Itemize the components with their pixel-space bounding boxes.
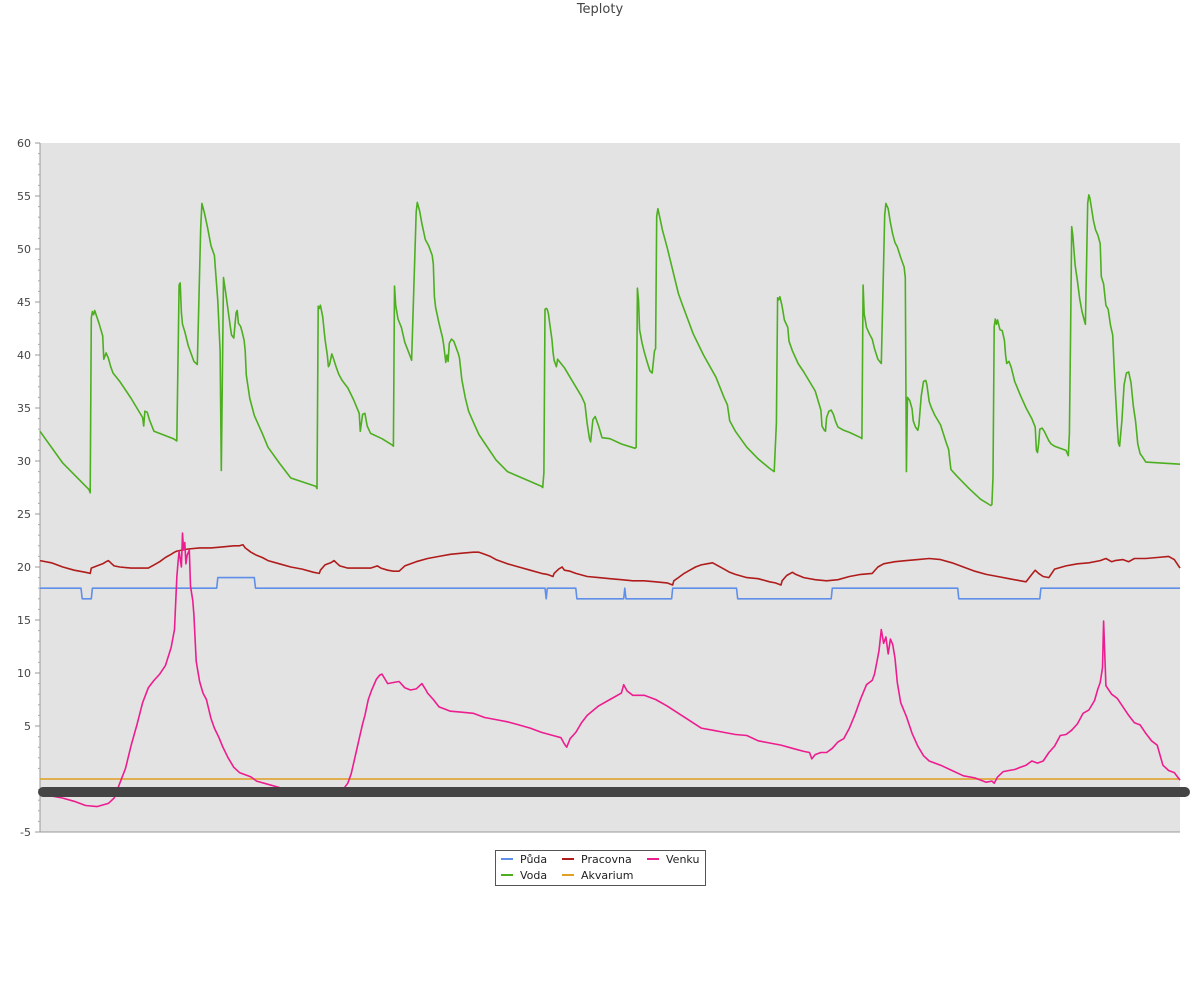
series-line-venku [39,532,1181,808]
y-tick-label: 15 [17,614,31,627]
y-tick-label: 20 [17,561,31,574]
legend-swatch-pracovna [562,858,574,860]
y-tick-label: 60 [17,137,31,150]
legend-swatch-voda [501,874,513,876]
legend-item-akvarium: Akvarium [562,868,633,884]
chart-title: Teploty [576,2,624,17]
y-tick-label: 10 [17,667,31,680]
series-line-pracovna [39,543,1181,586]
y-tick-label: 30 [17,455,31,468]
y-tick-label: 45 [17,296,31,309]
plot-area [40,143,1180,832]
legend-swatch-puda [501,858,513,860]
y-tick-label: -5 [20,826,31,839]
y-tick-label: 35 [17,402,31,415]
legend-item-puda: Půda [501,852,547,868]
legend-label-voda: Voda [520,869,548,882]
legend-label-venku: Venku [666,853,700,866]
y-tick-label: 5 [24,720,31,733]
y-tick-label: 55 [17,190,31,203]
legend-label-pracovna: Pracovna [581,853,632,866]
y-tick-label: 40 [17,349,31,362]
legend-swatch-venku [647,858,659,860]
legend-item-venku: Venku [647,852,699,868]
series-layer [39,194,1181,808]
legend-swatch-akvarium [562,874,574,876]
x-axis-tick-labels-overlap [38,787,1190,797]
y-axis-ticks: 60 55 50 45 40 35 30 25 20 15 10 5 -5 [17,137,40,839]
legend-label-puda: Půda [520,853,548,866]
legend-label-akvarium: Akvarium [581,869,634,882]
legend: Půda Voda Pracovna Akvarium Venku [495,850,706,886]
series-line-voda [39,194,1181,507]
legend-item-voda: Voda [501,868,547,884]
y-tick-label: 50 [17,243,31,256]
legend-item-pracovna: Pracovna [562,852,632,868]
series-line-puda [40,576,1180,600]
y-tick-label: 25 [17,508,31,521]
